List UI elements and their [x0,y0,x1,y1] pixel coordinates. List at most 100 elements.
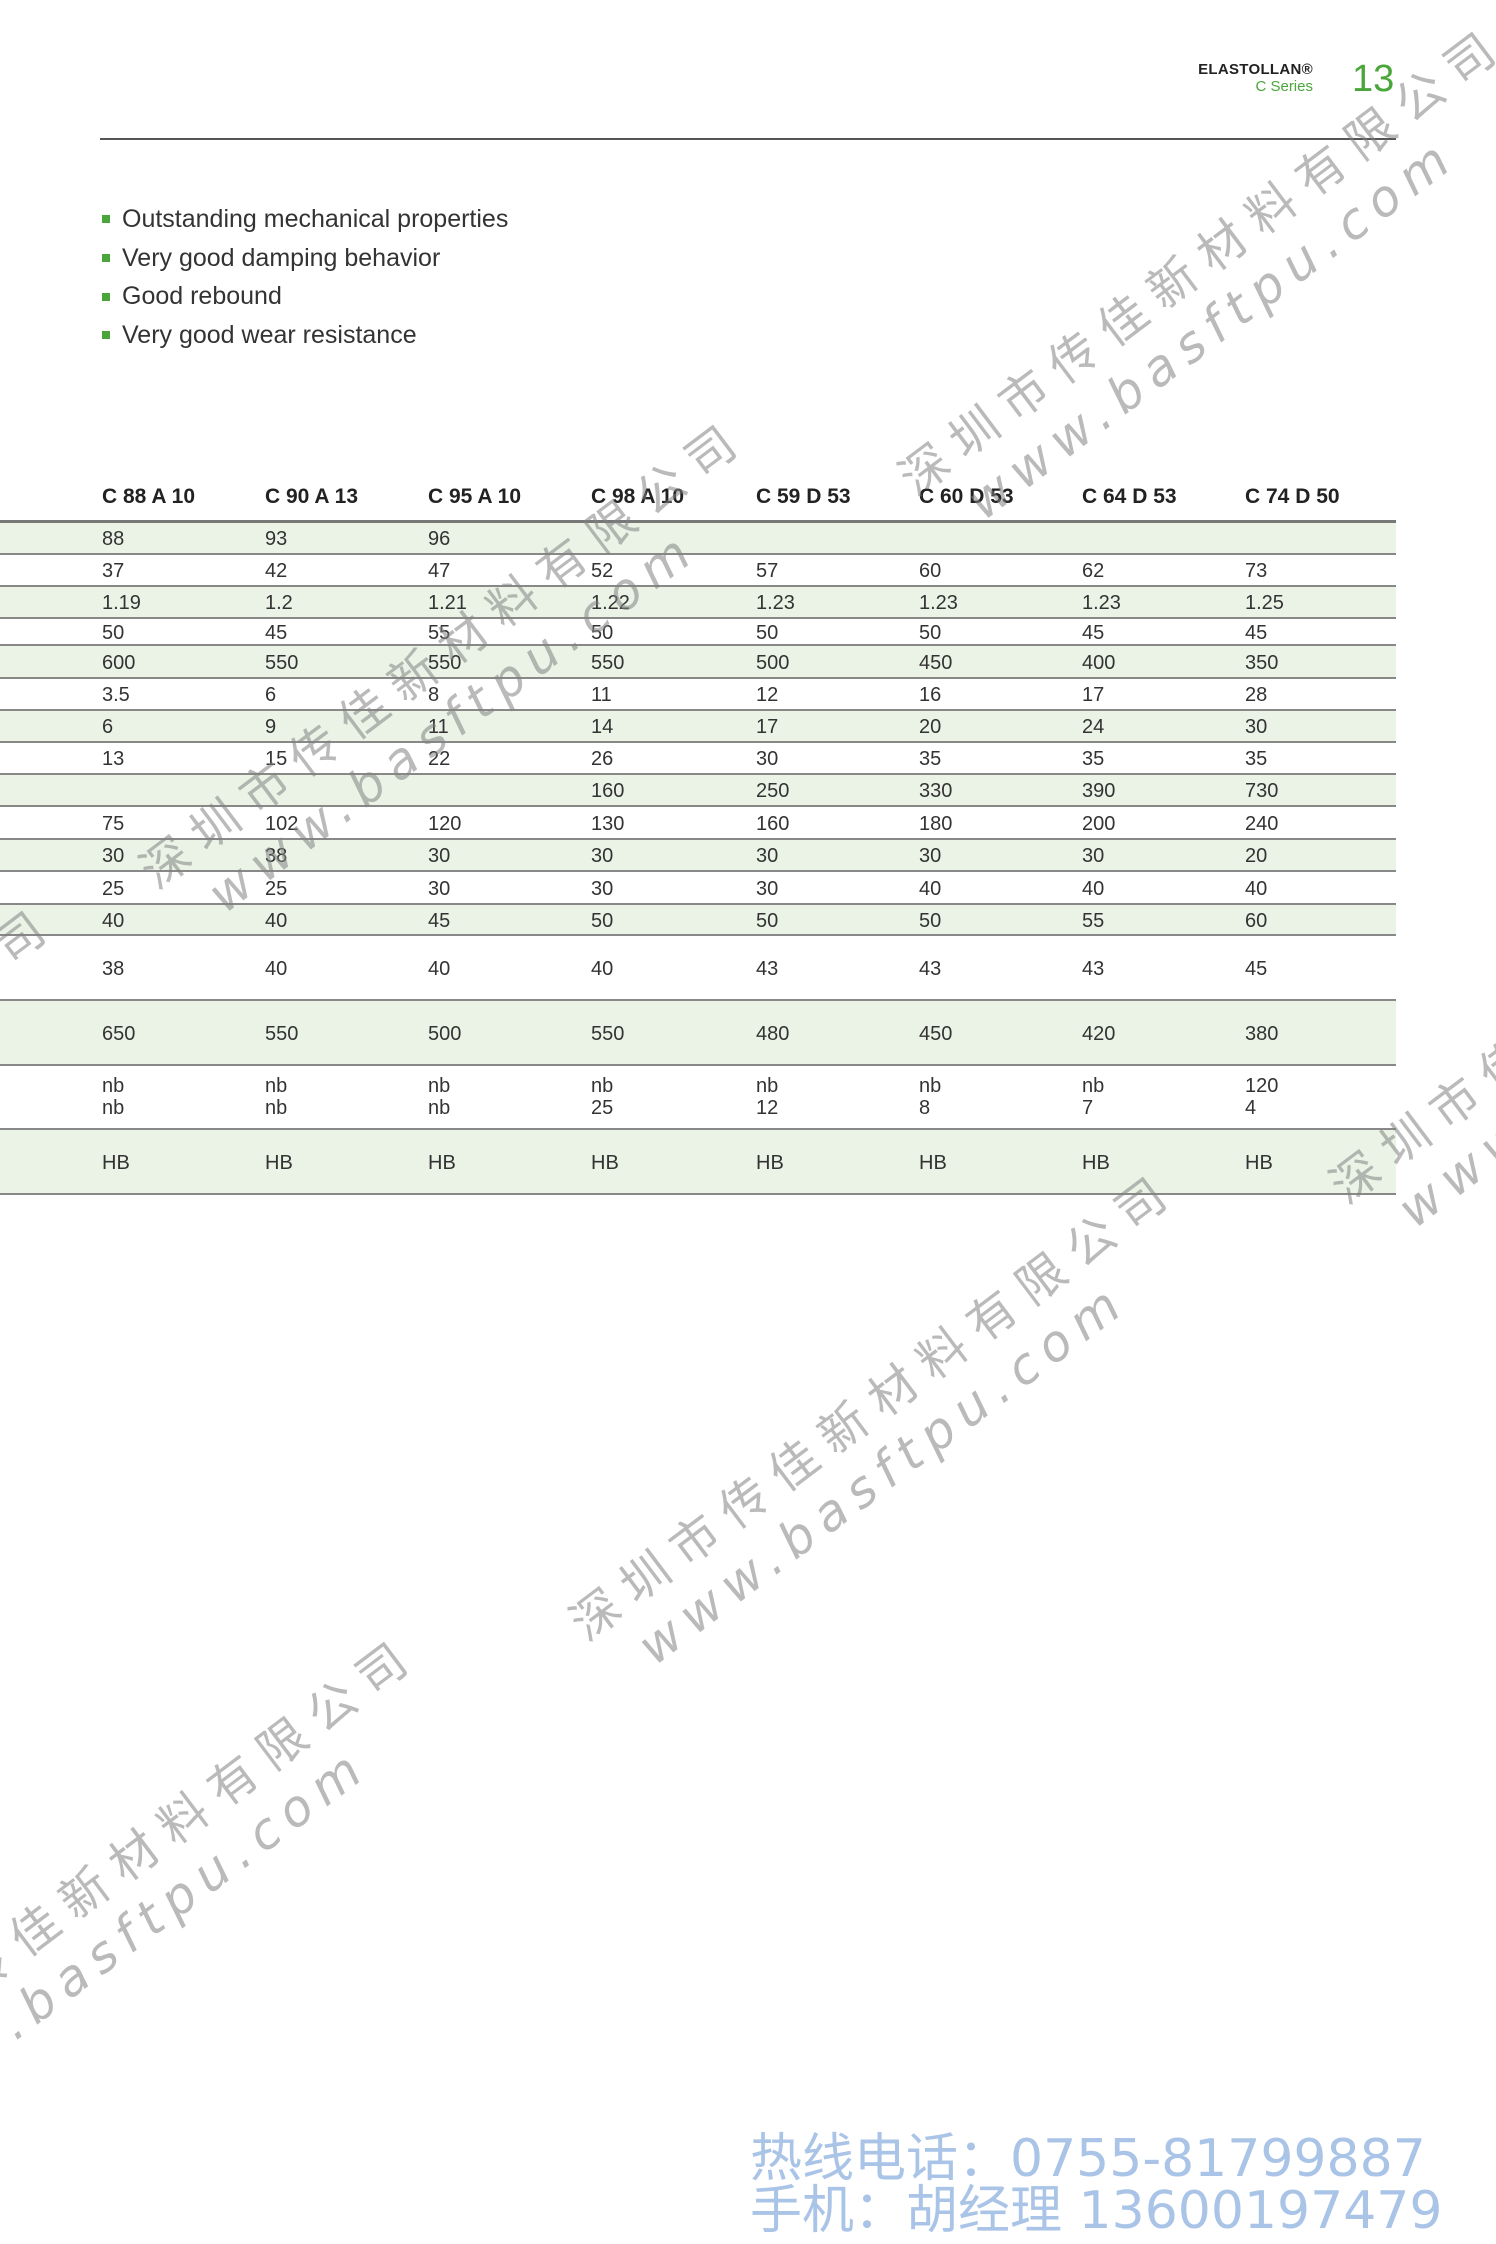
table-cell: 600 [102,651,136,674]
column-header: C 60 D 53 [919,485,1014,508]
table-cell: 180 [919,812,953,835]
feature-text: Very good wear resistance [122,320,417,349]
table-cell: 35 [1245,748,1268,770]
table-row: 75 102 120 130 160 180 200 240 [0,807,1396,840]
table-cell: 50 [591,909,614,932]
watermark-url: www.basftpu.com [0,1735,380,2141]
table-cell: 30 [1245,716,1268,738]
table-cell: 25 [102,877,125,900]
table-cell: 60 [919,560,942,582]
brand-name: ELASTOLLAN® [1198,61,1313,78]
table-cell: 50 [591,621,614,644]
column-header: C 64 D 53 [1082,485,1177,508]
table-cell: 1.2 [265,592,293,614]
table-cell: nb [1082,1075,1105,1097]
table-cell: 9 [265,716,277,738]
table-row: 25 25 30 30 30 40 40 40 [0,872,1396,905]
table-cell: 390 [1082,780,1116,802]
table-cell: 40 [591,957,614,980]
table-cell: 200 [1082,812,1116,835]
table-cell: 43 [756,957,779,980]
table-cell: 4 [1245,1097,1257,1119]
table-cell: 7 [1082,1097,1094,1119]
table-cell: 730 [1245,780,1279,802]
table-cell: HB [591,1151,619,1174]
table-cell: 47 [428,560,451,582]
table-cell: 57 [756,560,779,582]
table-row: nb nb nb nb nb nb nb 120 nb nb nb 25 12 8 7 4 [0,1066,1396,1130]
feature-item: Very good wear resistance [100,316,508,355]
table-cell: 62 [1082,560,1105,582]
table-row: 3.5 6 8 11 12 16 17 28 [0,679,1396,711]
table-cell: 24 [1082,716,1105,738]
table-cell: 40 [265,957,288,980]
table-cell: 120 [428,812,462,835]
table-cell: 650 [102,1022,136,1045]
table-cell: 28 [1245,684,1268,706]
table-row: 13 15 22 26 30 35 35 35 [0,743,1396,775]
table-cell: nb [265,1075,288,1097]
table-cell: 30 [102,845,125,867]
table-cell: 38 [102,957,125,980]
table-cell: 40 [265,909,288,932]
table-row: HB HB HB HB HB HB HB HB [0,1130,1396,1195]
bullet-icon [102,292,110,301]
table-cell: 40 [102,909,125,932]
table-header: C 88 A 10 C 90 A 13 C 95 A 10 C 98 A 10 C 59… [0,480,1396,523]
table-cell: 330 [919,780,953,802]
table-cell: 35 [1082,748,1105,770]
table-cell: 500 [428,1022,462,1045]
feature-list: Outstanding mechanical properties Very g… [100,200,508,355]
watermark-company: 深圳市传佳新材料有限公司 [889,14,1496,508]
table-cell: 20 [1245,845,1268,867]
table-cell: 1.19 [102,592,141,614]
table-cell: 1.23 [756,592,795,614]
table-cell: 60 [1245,909,1268,932]
table-cell: 35 [919,748,942,770]
table-cell: 102 [265,812,299,835]
table-cell: 50 [756,621,779,644]
watermark-url: www.basftpu.com [956,125,1468,531]
table-cell: 160 [756,812,790,835]
table-cell: HB [428,1151,456,1174]
table-cell: 55 [1082,909,1105,932]
table-cell: 15 [265,748,288,770]
column-header: C 59 D 53 [756,485,851,508]
table-cell: 12 [756,1097,779,1119]
watermark: 深圳市传佳新材料有限公司 www.basftpu.com [553,1150,1224,1700]
table-cell: 75 [102,812,125,835]
table-cell: 130 [591,812,625,835]
table-cell: 550 [265,1022,299,1045]
table-cell: 30 [756,845,779,867]
table-cell: 50 [919,621,942,644]
table-cell: 30 [919,845,942,867]
table-cell: 40 [428,957,451,980]
table-row: 40 40 45 50 50 50 55 60 [0,905,1396,936]
table-cell: 14 [591,716,614,738]
table-cell: 30 [591,845,614,867]
column-header: C 74 D 50 [1245,485,1340,508]
table-cell: 93 [265,528,288,550]
contact-footer: 热线电话：0755-81799887 手机：胡经理 13600197479 [750,2133,1442,2237]
table-cell: 1.25 [1245,592,1284,614]
column-header: C 90 A 13 [265,485,358,508]
table-cell: 450 [919,1022,953,1045]
feature-item: Very good damping behavior [100,239,508,278]
table-cell: 160 [591,780,625,802]
table-cell: 11 [428,716,449,738]
table-cell: 550 [265,651,299,674]
feature-text: Very good damping behavior [122,243,441,272]
properties-table: C 88 A 10 C 90 A 13 C 95 A 10 C 98 A 10 C 59… [0,480,1396,1195]
table-cell: 42 [265,560,288,582]
table-cell: HB [1245,1151,1273,1174]
table-cell: 480 [756,1022,790,1045]
column-header: C 88 A 10 [102,485,195,508]
table-cell: HB [919,1151,947,1174]
table-cell: 11 [591,684,612,706]
table-cell: 55 [428,621,451,644]
table-cell: 250 [756,780,790,802]
bullet-icon [102,331,110,340]
table-cell: HB [1082,1151,1110,1174]
table-row: 6 9 11 14 17 20 24 30 [0,711,1396,743]
table-cell: 30 [428,877,451,900]
